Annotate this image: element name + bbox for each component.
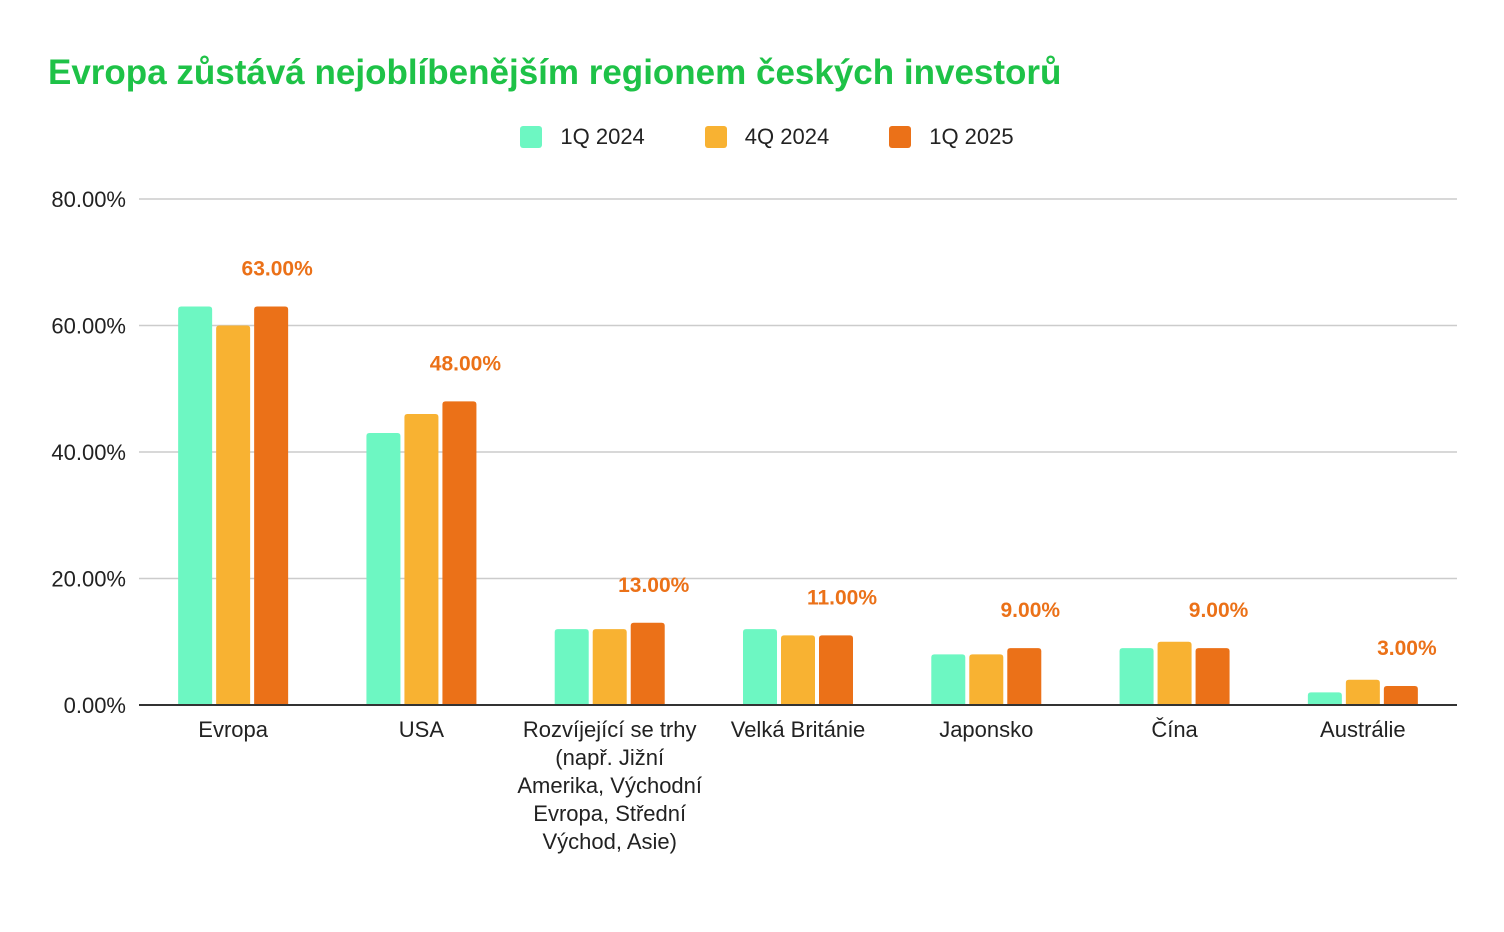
bar-1q-2025-velka-britanie [819,635,853,705]
x-tick-label: Japonsko [939,717,1034,742]
legend-label-4q-2024: 4Q 2024 [744,124,830,149]
bar-1q-2025-australie [1383,686,1418,705]
bar-4q-2024-evropa [216,325,251,705]
bar-4q-2024-usa [404,414,439,705]
bar-4q-2024-australie [1345,679,1380,705]
legend: 1Q 2024 4Q 2024 1Q 2025 [0,124,1504,150]
y-tick-label: 80.00% [51,187,126,212]
data-label: 9.00% [1001,599,1061,622]
data-label: 48.00% [430,352,502,375]
x-tick-label: Velká Británie [730,717,866,742]
data-label: 13.00% [618,574,690,597]
bar-1q-2024-evropa [178,306,213,705]
legend-item-1q-2025[interactable]: 1Q 2025 [859,124,1014,150]
x-tick-label: Evropa [198,717,268,742]
legend-label-1q-2024: 1Q 2024 [560,124,645,149]
y-tick-label: 0.00% [64,693,126,718]
bar-1q-2024-velka-britanie [743,629,777,705]
bar-4q-2024-japonsko [969,654,1004,705]
bar-1q-2024-rozvijejici-se-trhy- [554,629,589,705]
bar-1q-2025-japonsko [1007,648,1042,705]
bar-1q-2025-cina [1195,648,1230,705]
x-tick-label: Rozvíjející se trhy (např. Jižní Amerika… [517,717,703,854]
bar-1q-2024-japonsko [931,654,966,705]
legend-item-1q-2024[interactable]: 1Q 2024 [490,124,645,150]
bar-1q-2024-usa [366,433,401,705]
legend-item-4q-2024[interactable]: 4Q 2024 [675,124,829,150]
data-label: 3.00% [1377,637,1437,660]
bar-4q-2024-velka-britanie [781,635,815,705]
data-label: 63.00% [242,258,314,281]
data-label: 11.00% [807,586,877,609]
bar-4q-2024-cina [1157,641,1192,705]
bar-1q-2025-usa [442,401,477,705]
legend-swatch-1q-2025 [889,126,912,148]
x-tick-label: Čína [1151,717,1198,742]
y-tick-label: 20.00% [51,567,126,592]
data-label: 9.00% [1189,599,1249,622]
x-tick-label: Austrálie [1320,717,1406,742]
y-tick-label: 40.00% [51,440,126,465]
legend-swatch-4q-2024 [704,126,727,148]
bar-1q-2025-evropa [254,306,289,705]
bar-4q-2024-rozvijejici-se-trhy- [592,629,627,705]
x-tick-label: USA [398,717,445,742]
legend-label-1q-2025: 1Q 2025 [929,124,1014,149]
bar-1q-2025-rozvijejici-se-trhy- [630,622,665,705]
bar-1q-2024-cina [1119,648,1154,705]
y-tick-label: 60.00% [51,314,126,339]
legend-swatch-1q-2024 [520,126,543,148]
bar-1q-2024-australie [1307,692,1342,705]
chart-title: Evropa zůstává nejoblíbenějším regionem … [48,53,1062,92]
